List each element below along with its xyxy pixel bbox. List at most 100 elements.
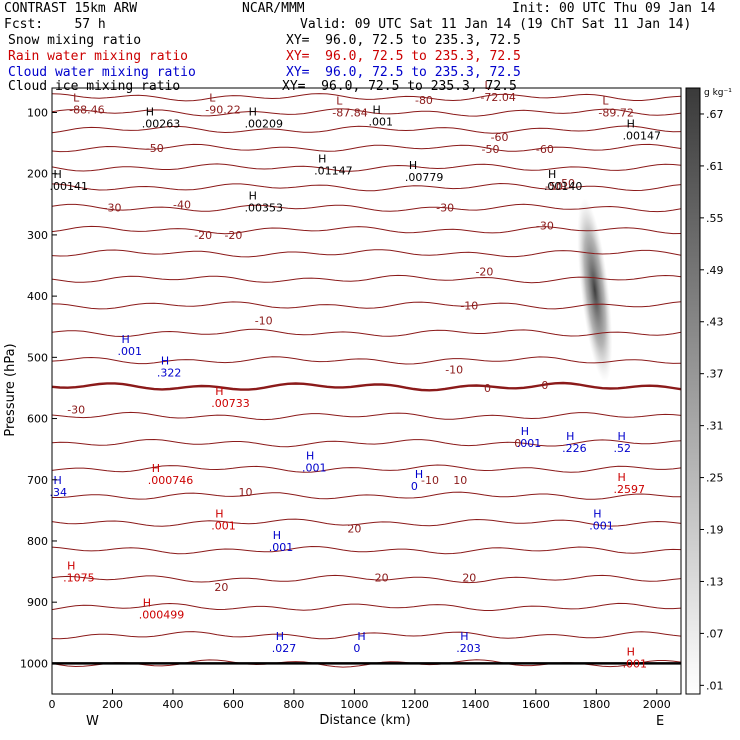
extremum-kind: H [161,355,169,368]
isotherm-21 [52,125,681,134]
extremum-19: H.001 [211,508,236,533]
y-tick-label: 700 [27,474,48,487]
isotherm-10 [52,381,681,392]
extremum-kind: L [209,91,216,104]
extremum-kind: H [627,118,635,131]
extremum-value: .00147 [623,130,662,143]
plot-area [52,93,681,668]
isotherm-label-0: -30 [67,403,85,416]
isotherm-label-11: -10 [460,299,478,312]
isotherm-label-3: -40 [173,198,191,211]
extremum-value: -72.04 [480,91,515,104]
extremum-value: -88.46 [69,103,104,116]
extremum-value: .000746 [148,474,194,487]
extremum-33: H.34 [50,474,68,499]
isotherm-label-9: -10 [445,364,463,377]
isotherm-label-13: -10 [421,474,439,487]
extremum-30: H.2597 [613,471,645,496]
extremum-28: H.226 [562,430,587,455]
isotherm-label-20: 0 [484,382,491,395]
extremum-23: H.027 [272,630,297,655]
legend-cloud-water-xy: XY= 96.0, 72.5 to 235.3, 72.5 [286,65,521,80]
legend-snow: Snow mixing ratio [8,33,142,48]
isotherm-label-26: -50 [557,177,575,190]
isotherm-9 [52,411,681,421]
extremum-value: .027 [272,642,297,655]
extremum-value: -90.22 [205,103,240,116]
y-tick-label: 200 [27,168,48,181]
isotherm-6 [52,491,681,500]
extremum-value: .001 [211,520,236,533]
x-tick-label: 600 [223,698,244,711]
isotherm-label-8: -20 [194,229,212,242]
model-title: CONTRAST 15km ARW [4,1,138,16]
y-tick-label: 100 [27,106,48,119]
legend-rain-xy: XY= 96.0, 72.5 to 235.3, 72.5 [286,49,521,64]
extremum-kind: H [143,596,151,609]
y-tick-label: 500 [27,351,48,364]
extremum-kind: L [73,91,80,104]
extremum-kind: H [249,189,257,202]
x-tick-label: 2000 [643,698,671,711]
extremum-2: L-87.84 [332,94,367,119]
extremum-26: H0 [411,468,423,493]
extremum-value: -89.72 [598,106,633,119]
legend-cloud-water: Cloud water mixing ratio [8,65,196,80]
extremum-13: H.00141 [50,168,89,193]
extremum-value: .00353 [245,201,284,214]
x-tick-label: 400 [162,698,183,711]
extremum-kind: H [54,474,62,487]
x-tick-label: 0 [49,698,56,711]
isotherm-label-24: -60 [536,143,554,156]
x-tick-label: 800 [283,698,304,711]
forecast-hour: Fcst: 57 h [4,17,106,32]
extremum-value: .2597 [613,483,645,496]
extremum-kind: H [357,630,365,643]
y-tick-label: 800 [27,535,48,548]
extremum-25: H.203 [456,630,481,655]
colorbar-tick-label: .61 [706,160,724,173]
extremum-value: .001 [589,520,614,533]
extremum-kind: H [276,630,284,643]
extremum-value: 0 [411,480,418,493]
isotherm-2 [52,602,681,611]
extremum-12: H.00353 [245,189,284,214]
isotherm-label-14: 10 [239,486,253,499]
extremum-29: H.52 [613,430,631,455]
x-tick-label: 1800 [582,698,610,711]
extremum-9: H.01147 [314,153,353,178]
isotherm-16 [52,225,681,235]
isotherm-7 [52,464,681,473]
center-label: NCAR/MMM [242,1,305,16]
isotherm-label-7: -20 [224,229,242,242]
isotherm-label-2: -30 [103,201,121,214]
east-label: E [656,714,664,729]
colorbar-tick-label: .37 [706,368,724,381]
isotherm-label-23: -60 [491,131,509,144]
extremum-20: H.001 [269,529,294,554]
isotherm-5 [52,518,681,527]
extremum-4: L-89.72 [598,94,633,119]
isotherm-label-12: 10 [453,474,467,487]
isotherm-11 [52,356,681,365]
extremum-5: H.00263 [142,106,181,131]
extremum-value: .01147 [314,165,353,178]
colorbar-tick-label: .49 [706,264,724,277]
extremum-value: .001 [623,657,648,670]
extremum-kind: H [373,104,381,117]
colorbar: g kg⁻¹ .67 .61 .55 .49 .43 .37 .31 .25 .19 .13 .07… [685,87,732,695]
extremum-value: .00141 [50,180,89,193]
snow-shading [577,198,613,382]
isotherm-label-25: -50 [545,180,563,193]
isotherm-label-6: -20 [475,266,493,279]
colorbar-tick-label: .25 [706,472,724,485]
colorbar-tick-label: .55 [706,212,724,225]
isotherm-label-1: -50 [146,142,164,155]
colorbar-tick-label: .19 [706,524,724,537]
extremum-value: .34 [50,486,68,499]
isotherm-label-16: 20 [375,572,389,585]
extremum-kind: L [336,94,343,107]
colorbar-tick-label: .31 [706,420,724,433]
y-axis: 100 200 300 400 500 600 700 800 900 1000 [20,106,57,670]
extremum-value: 0 [353,642,360,655]
